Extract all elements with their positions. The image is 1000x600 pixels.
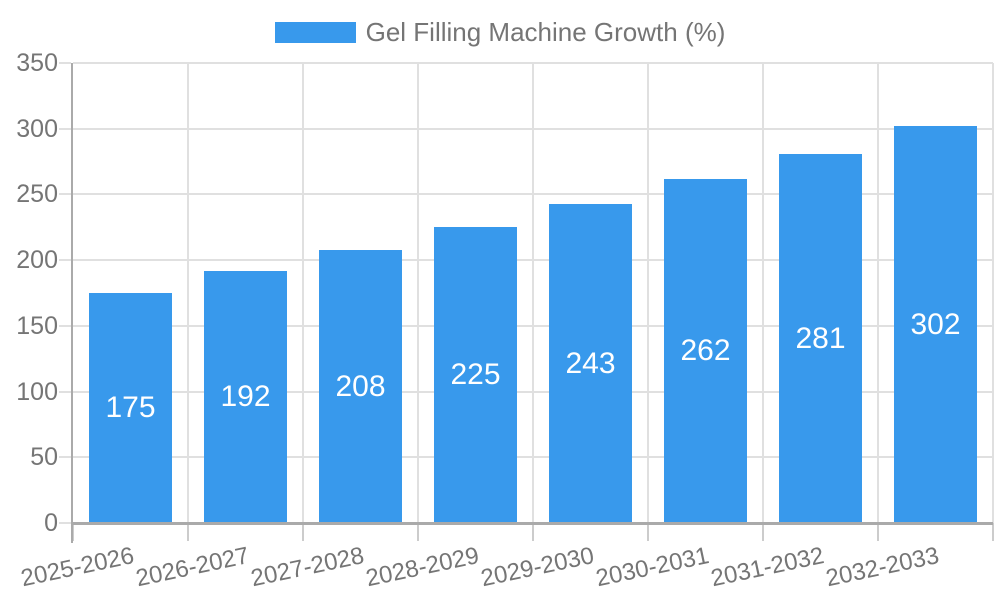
bar[interactable]: 225 xyxy=(434,227,517,523)
bar[interactable]: 281 xyxy=(779,154,862,523)
x-axis-tick-label: 2030-2031 xyxy=(593,542,712,593)
x-axis-tick xyxy=(647,523,649,541)
bar[interactable]: 302 xyxy=(894,126,977,523)
bar-value-label: 208 xyxy=(335,369,386,403)
bar-value-label: 243 xyxy=(565,346,616,380)
v-gridline xyxy=(762,63,764,523)
x-axis-tick xyxy=(72,523,74,541)
x-axis-line xyxy=(71,522,993,525)
bar[interactable]: 262 xyxy=(664,179,747,523)
x-axis-tick-label: 2031-2032 xyxy=(708,542,827,593)
x-axis-tick xyxy=(992,523,994,541)
y-axis-tick xyxy=(59,456,71,458)
x-axis-tick-label: 2032-2033 xyxy=(823,542,942,593)
y-axis-tick-label: 0 xyxy=(44,509,58,537)
y-axis-line xyxy=(71,63,73,543)
y-axis-tick-label: 200 xyxy=(16,246,58,274)
bar-value-label: 175 xyxy=(105,391,156,424)
y-axis-tick xyxy=(59,62,71,64)
y-axis-tick-label: 150 xyxy=(16,312,58,340)
legend-swatch-icon xyxy=(274,21,356,43)
bar-value-label: 225 xyxy=(450,358,501,391)
v-gridline xyxy=(302,63,304,523)
x-axis-tick-label: 2028-2029 xyxy=(363,542,482,593)
bar[interactable]: 175 xyxy=(89,293,172,523)
x-axis-tick-label: 2026-2027 xyxy=(133,542,252,593)
bar-value-label: 262 xyxy=(680,334,731,367)
bar-value-label: 302 xyxy=(910,307,961,341)
y-axis-tick-label: 350 xyxy=(16,49,58,77)
bar-value-label: 192 xyxy=(220,380,271,413)
y-axis-tick xyxy=(59,325,71,327)
y-axis-tick-label: 300 xyxy=(16,115,58,143)
legend: Gel Filling Machine Growth (%) xyxy=(0,17,1000,47)
x-axis-tick xyxy=(532,523,534,541)
legend-item[interactable]: Gel Filling Machine Growth (%) xyxy=(274,17,726,47)
x-axis-tick xyxy=(762,523,764,541)
x-axis-tick xyxy=(302,523,304,541)
y-axis-tick xyxy=(59,259,71,261)
y-axis-tick xyxy=(59,391,71,393)
v-gridline xyxy=(647,63,649,523)
bar-value-label: 281 xyxy=(795,321,846,355)
v-gridline xyxy=(877,63,879,523)
y-axis-tick xyxy=(59,193,71,195)
x-axis-tick-label: 2025-2026 xyxy=(18,542,137,593)
y-axis-tick-label: 100 xyxy=(16,378,58,406)
v-gridline xyxy=(417,63,419,523)
y-axis-tick xyxy=(59,522,71,524)
y-axis-tick xyxy=(59,128,71,130)
y-axis-tick-label: 250 xyxy=(16,180,58,208)
x-axis-tick xyxy=(877,523,879,541)
bar[interactable]: 192 xyxy=(204,271,287,523)
x-axis-tick xyxy=(187,523,189,541)
v-gridline xyxy=(532,63,534,523)
x-axis-tick xyxy=(417,523,419,541)
bar[interactable]: 243 xyxy=(549,204,632,523)
v-gridline xyxy=(992,63,994,523)
legend-label: Gel Filling Machine Growth (%) xyxy=(365,17,726,47)
bar[interactable]: 208 xyxy=(319,250,402,523)
x-axis-tick-label: 2029-2030 xyxy=(478,542,597,593)
x-axis-tick-label: 2027-2028 xyxy=(248,542,367,593)
y-axis-tick-label: 50 xyxy=(30,443,58,471)
v-gridline xyxy=(187,63,189,523)
